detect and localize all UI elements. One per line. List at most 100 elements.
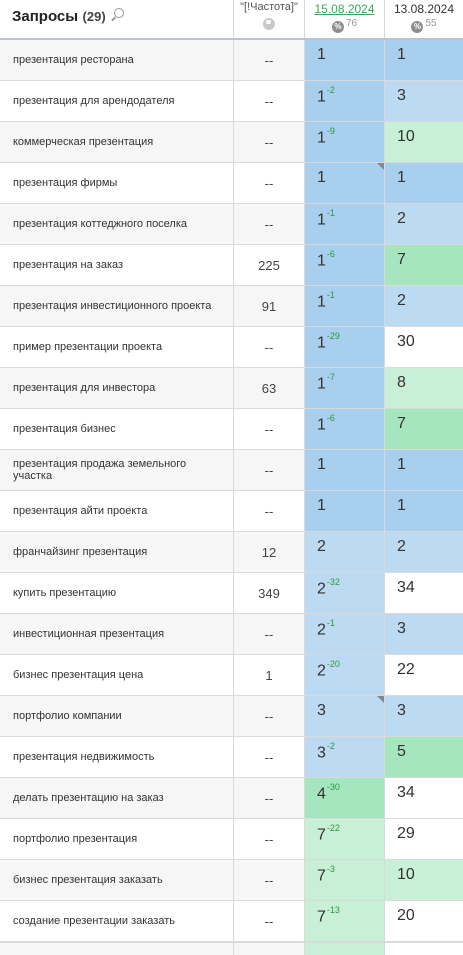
table-row[interactable]: делать презентацию на заказ -- 4-30 34 xyxy=(0,778,463,819)
frequency-value: 1 xyxy=(233,655,304,695)
position-date1[interactable]: 3 xyxy=(304,696,384,736)
position-date1[interactable]: 2-20 xyxy=(304,655,384,695)
query-text[interactable]: портфолио компании xyxy=(0,696,233,736)
query-text[interactable]: презентация инвестиционного проекта xyxy=(0,286,233,326)
position-date1[interactable]: 1-29 xyxy=(304,327,384,367)
table-row[interactable]: пример презентации проекта -- 1-29 30 xyxy=(0,327,463,368)
query-text[interactable]: франчайзинг презентация xyxy=(0,532,233,572)
position-date2[interactable]: 10 xyxy=(384,860,463,900)
position-date2[interactable]: 22 xyxy=(384,655,463,695)
position-date1[interactable]: 1-6 xyxy=(304,409,384,449)
query-text[interactable]: презентация недвижимость xyxy=(0,737,233,777)
position-date1[interactable]: 2-32 xyxy=(304,573,384,613)
position-date2[interactable]: 1 xyxy=(384,491,463,531)
query-text[interactable]: инвестиционная презентация xyxy=(0,614,233,654)
table-row[interactable]: инвестиционная презентация -- 2-1 3 xyxy=(0,614,463,655)
position-date1[interactable]: 7-13 xyxy=(304,901,384,941)
table-row[interactable]: купить презентацию 349 2-32 34 xyxy=(0,573,463,614)
table-row[interactable]: презентация продажа земельного участка --… xyxy=(0,450,463,491)
frequency-header[interactable]: "[!Частота]" xyxy=(233,0,304,38)
table-row[interactable]: презентация ресторана -- 1 1 xyxy=(0,40,463,81)
position-date2[interactable]: 3 xyxy=(384,81,463,121)
frequency-value: -- xyxy=(233,696,304,736)
search-icon[interactable] xyxy=(114,8,125,18)
position-date1[interactable]: 1-1 xyxy=(304,286,384,326)
query-text[interactable]: презентация продажа земельного участка xyxy=(0,450,233,490)
table-row[interactable]: презентация для инвестора 63 1-7 8 xyxy=(0,368,463,409)
position-date2[interactable]: 34 xyxy=(384,778,463,818)
percent-icon[interactable]: % xyxy=(331,20,344,33)
query-text[interactable]: бизнес презентация заказать xyxy=(0,860,233,900)
date1-header[interactable]: 15.08.2024 % 76 xyxy=(304,0,384,38)
table-row[interactable]: бизнес презентация цена 1 2-20 22 xyxy=(0,655,463,696)
query-text[interactable]: презентация для арендодателя xyxy=(0,81,233,121)
table-row[interactable]: портфолио компании -- 3 3 xyxy=(0,696,463,737)
position-date2[interactable]: 2 xyxy=(384,286,463,326)
position-date2[interactable]: 1 xyxy=(384,450,463,490)
query-text[interactable]: купить презентацию xyxy=(0,573,233,613)
position-date1[interactable]: 7-22 xyxy=(304,819,384,859)
position-date2[interactable]: 30 xyxy=(384,327,463,367)
position-date1[interactable]: 1 xyxy=(304,491,384,531)
position-value: 3 xyxy=(397,702,406,719)
position-date2[interactable]: 10 xyxy=(384,122,463,162)
table-row[interactable]: презентация на заказ 225 1-6 7 xyxy=(0,245,463,286)
query-text[interactable]: бизнес презентация цена xyxy=(0,655,233,695)
date2-header[interactable]: 13.08.2024 % 55 xyxy=(384,0,463,38)
table-row[interactable]: портфолио презентация -- 7-22 29 xyxy=(0,819,463,860)
query-text[interactable]: портфолио презентация xyxy=(0,819,233,859)
query-text[interactable]: коммерческая презентация xyxy=(0,122,233,162)
query-text[interactable]: презентация айти проекта xyxy=(0,491,233,531)
query-text[interactable]: делать презентацию на заказ xyxy=(0,778,233,818)
table-row[interactable]: презентация коттеджного поселка -- 1-1 2 xyxy=(0,204,463,245)
position-date1[interactable]: 7-3 xyxy=(304,860,384,900)
position-date2[interactable]: 29 xyxy=(384,819,463,859)
table-row[interactable]: презентация для арендодателя -- 1-2 3 xyxy=(0,81,463,122)
position-date1[interactable]: 1-9 xyxy=(304,122,384,162)
table-row[interactable]: создание презентации заказать -- 7-13 20 xyxy=(0,901,463,942)
position-date2[interactable]: 1 xyxy=(384,40,463,80)
position-date1[interactable]: 3-2 xyxy=(304,737,384,777)
table-row[interactable]: бизнес презентация заказать -- 7-3 10 xyxy=(0,860,463,901)
table-row[interactable]: презентация фирмы -- 1 1 xyxy=(0,163,463,204)
position-value: 22 xyxy=(397,661,415,678)
position-date1[interactable]: 2-1 xyxy=(304,614,384,654)
table-row[interactable]: франчайзинг презентация 12 2 2 xyxy=(0,532,463,573)
table-row[interactable]: презентация айти проекта -- 1 1 xyxy=(0,491,463,532)
table-row[interactable]: коммерческая презентация -- 1-9 10 xyxy=(0,122,463,163)
position-date2[interactable]: 34 xyxy=(384,573,463,613)
position-date1[interactable]: 2 xyxy=(304,532,384,572)
position-date2[interactable]: 3 xyxy=(384,696,463,736)
position-date2[interactable]: 20 xyxy=(384,901,463,941)
query-text[interactable]: презентация ресторана xyxy=(0,40,233,80)
position-date2[interactable]: 2 xyxy=(384,204,463,244)
position-date1[interactable]: 1 xyxy=(304,163,384,203)
position-date1[interactable]: 1-7 xyxy=(304,368,384,408)
position-date2[interactable]: 7 xyxy=(384,409,463,449)
query-text[interactable]: презентация на заказ xyxy=(0,245,233,285)
query-text[interactable]: презентация бизнес xyxy=(0,409,233,449)
query-text[interactable]: презентация коттеджного поселка xyxy=(0,204,233,244)
position-date2[interactable]: 3 xyxy=(384,614,463,654)
date1-link[interactable]: 15.08.2024 xyxy=(314,2,375,16)
position-date2[interactable]: 5 xyxy=(384,737,463,777)
position-date2[interactable]: 2 xyxy=(384,532,463,572)
position-date1[interactable]: 1-1 xyxy=(304,204,384,244)
position-date1[interactable]: 1-6 xyxy=(304,245,384,285)
percent-icon[interactable]: % xyxy=(411,20,424,33)
queries-header[interactable]: Запросы (29) xyxy=(0,0,233,38)
position-date2[interactable]: 7 xyxy=(384,245,463,285)
table-row[interactable]: презентация бизнес -- 1-6 7 xyxy=(0,409,463,450)
position-date2[interactable]: 8 xyxy=(384,368,463,408)
position-date1[interactable]: 1 xyxy=(304,450,384,490)
query-text[interactable]: презентация для инвестора xyxy=(0,368,233,408)
query-text[interactable]: создание презентации заказать xyxy=(0,901,233,941)
position-date1[interactable]: 4-30 xyxy=(304,778,384,818)
table-row[interactable]: презентация недвижимость -- 3-2 5 xyxy=(0,737,463,778)
position-date2[interactable]: 1 xyxy=(384,163,463,203)
position-date1[interactable]: 1 xyxy=(304,40,384,80)
position-date1[interactable]: 1-2 xyxy=(304,81,384,121)
query-text[interactable]: пример презентации проекта xyxy=(0,327,233,367)
table-row[interactable]: презентация инвестиционного проекта 91 1-1… xyxy=(0,286,463,327)
query-text[interactable]: презентация фирмы xyxy=(0,163,233,203)
